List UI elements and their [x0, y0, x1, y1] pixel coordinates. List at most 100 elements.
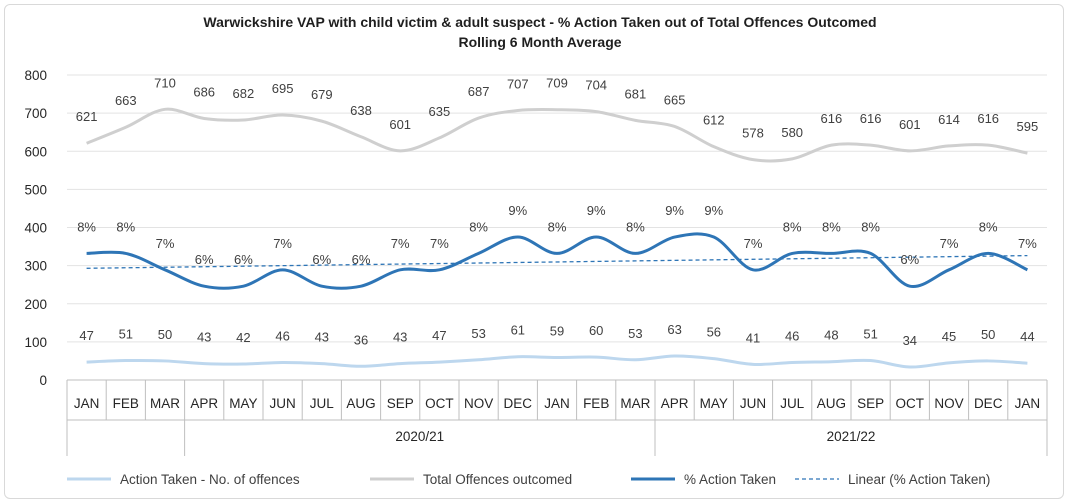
data-label-action: 56	[707, 325, 721, 340]
data-label-percent: 8%	[548, 219, 567, 234]
data-label-percent: 7%	[273, 236, 292, 251]
data-label-total: 612	[703, 113, 725, 128]
data-label-action: 59	[550, 324, 564, 339]
data-label-action: 45	[942, 329, 956, 344]
data-label-action: 50	[158, 327, 172, 342]
data-label-percent: 9%	[665, 203, 684, 218]
data-label-action: 53	[471, 326, 485, 341]
data-label-percent: 9%	[704, 203, 723, 218]
x-tick-label: JUL	[310, 396, 334, 411]
data-label-action: 34	[903, 333, 917, 348]
series-total-offences-line	[86, 107, 1028, 163]
data-label-total: 595	[1017, 119, 1039, 134]
data-label-total: 635	[429, 104, 451, 119]
x-tick-label: MAR	[150, 396, 180, 411]
y-tick-label: 300	[24, 259, 47, 274]
data-label-percent: 9%	[587, 203, 606, 218]
x-tick-label: FEB	[583, 396, 609, 411]
data-label-total: 709	[546, 76, 568, 91]
chart-svg: Warwickshire VAP with child victim & adu…	[24, 14, 1048, 487]
x-tick-label: JAN	[1015, 396, 1041, 411]
data-label-total: 686	[193, 84, 215, 99]
series-percent-action-line	[86, 232, 1029, 290]
legend-label: % Action Taken	[684, 472, 776, 487]
data-label-percent: 7%	[430, 236, 449, 251]
x-tick-label: DEC	[504, 396, 533, 411]
data-label-percent: 8%	[822, 219, 841, 234]
data-label-action: 50	[981, 327, 995, 342]
x-tick-label: JAN	[544, 396, 570, 411]
y-tick-label: 800	[24, 68, 47, 83]
data-label-action: 43	[315, 330, 329, 345]
x-tick-label: NOV	[934, 396, 963, 411]
x-tick-label: JUN	[269, 396, 295, 411]
x-tick-label: DEC	[974, 396, 1003, 411]
data-label-total: 614	[938, 112, 960, 127]
data-label-percent: 6%	[352, 252, 371, 267]
data-label-total: 704	[585, 78, 607, 93]
data-label-percent: 7%	[744, 236, 763, 251]
data-label-percent: 8%	[979, 219, 998, 234]
data-label-percent: 8%	[626, 219, 645, 234]
data-label-total: 665	[664, 92, 686, 107]
x-tick-label: OCT	[425, 396, 454, 411]
legend-label: Linear (% Action Taken)	[848, 472, 990, 487]
data-label-action: 47	[79, 328, 93, 343]
data-label-action: 51	[863, 327, 877, 342]
x-tick-label: JAN	[74, 396, 100, 411]
series-linear-trendline	[86, 254, 1028, 269]
data-label-action: 53	[628, 326, 642, 341]
data-label-percent: 8%	[116, 219, 135, 234]
x-tick-label: APR	[661, 396, 689, 411]
series-action-taken-line	[86, 354, 1028, 369]
y-tick-label: 0	[39, 373, 47, 388]
data-label-total: 616	[860, 111, 882, 126]
data-label-action: 51	[119, 327, 133, 342]
data-label-total: 679	[311, 87, 333, 102]
data-label-total: 681	[625, 86, 647, 101]
data-label-total: 601	[389, 117, 411, 132]
data-label-total: 663	[115, 93, 137, 108]
data-label-percent: 9%	[508, 203, 527, 218]
data-label-percent: 7%	[391, 236, 410, 251]
x-tick-label: SEP	[387, 396, 414, 411]
data-label-total: 682	[233, 86, 255, 101]
x-tick-label: AUG	[346, 396, 375, 411]
data-label-percent: 8%	[861, 219, 880, 234]
data-label-percent: 6%	[195, 252, 214, 267]
data-label-total: 710	[154, 75, 176, 90]
data-label-action: 47	[432, 328, 446, 343]
data-label-action: 48	[824, 328, 838, 343]
x-tick-label: APR	[190, 396, 218, 411]
data-label-percent: 7%	[1018, 236, 1037, 251]
y-tick-label: 200	[24, 297, 47, 312]
chart-title: Warwickshire VAP with child victim & adu…	[203, 14, 876, 30]
data-label-action: 46	[275, 328, 289, 343]
data-label-action: 46	[785, 328, 799, 343]
data-label-total: 621	[76, 109, 98, 124]
data-label-percent: 6%	[312, 252, 331, 267]
data-label-action: 42	[236, 330, 250, 345]
data-label-percent: 8%	[783, 219, 802, 234]
x-tick-label: MAR	[620, 396, 650, 411]
data-label-action: 63	[667, 322, 681, 337]
data-label-total: 580	[781, 125, 803, 140]
data-label-total: 616	[821, 111, 843, 126]
data-label-total: 707	[507, 76, 529, 91]
data-label-percent: 7%	[156, 236, 175, 251]
data-label-percent: 8%	[469, 219, 488, 234]
data-label-action: 61	[511, 323, 525, 338]
x-tick-label: SEP	[857, 396, 884, 411]
y-tick-label: 100	[24, 335, 47, 350]
data-label-action: 41	[746, 330, 760, 345]
data-label-action: 60	[589, 323, 603, 338]
data-label-action: 43	[393, 330, 407, 345]
x-group-label: 2021/22	[827, 429, 876, 444]
data-label-percent: 7%	[940, 236, 959, 251]
y-tick-label: 600	[24, 144, 47, 159]
data-label-action: 43	[197, 330, 211, 345]
chart-frame: Warwickshire VAP with child victim & adu…	[4, 4, 1064, 499]
y-tick-label: 500	[24, 182, 47, 197]
data-label-action: 36	[354, 332, 368, 347]
data-label-percent: 6%	[900, 252, 919, 267]
